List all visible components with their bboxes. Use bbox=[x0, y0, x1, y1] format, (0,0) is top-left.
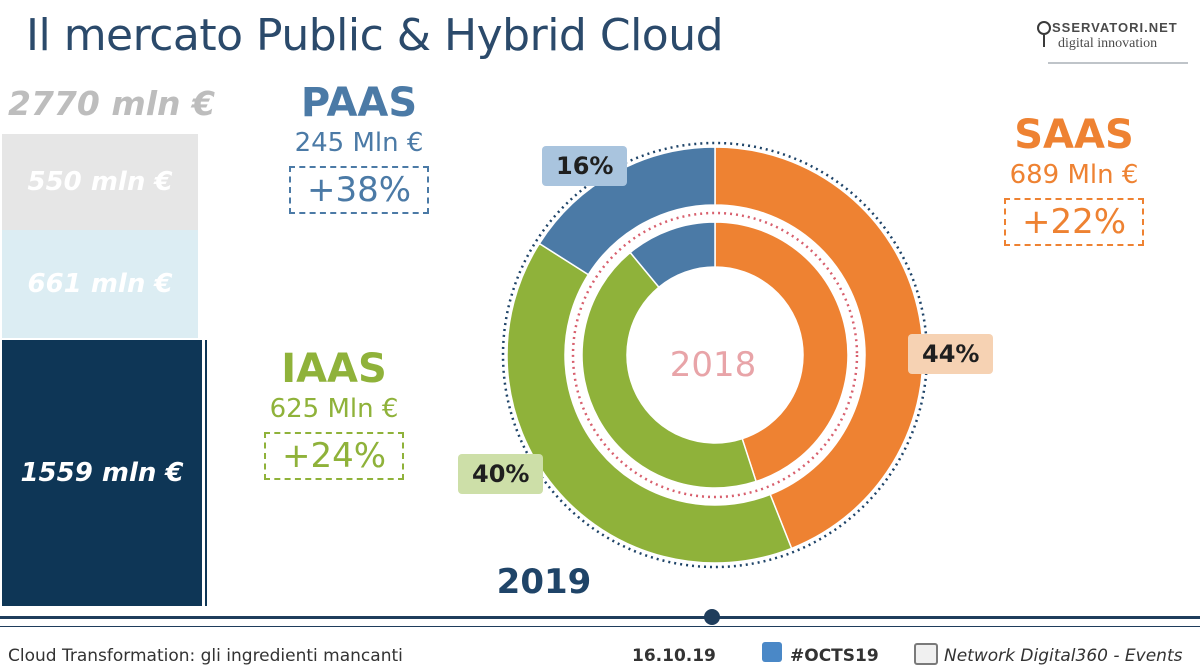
saas-label-group: SAAS 689 Mln € +22% bbox=[980, 112, 1168, 246]
saas-amount: 689 Mln € bbox=[1009, 160, 1139, 190]
outer-slice-saas bbox=[714, 146, 924, 550]
inner-slice-paas bbox=[629, 221, 716, 289]
page-title: Il mercato Public & Hybrid Cloud bbox=[26, 10, 724, 61]
stack-segment-top: 550 mln € bbox=[2, 134, 198, 230]
footer-rule-thin bbox=[0, 626, 1200, 627]
logo-text-line1: SSERVATORI.NET bbox=[1052, 20, 1178, 35]
footer-network: Network Digital360 - Events bbox=[944, 646, 1183, 666]
osservatori-logo: SSERVATORI.NET digital innovation bbox=[1036, 20, 1198, 66]
footer-date: 16.10.19 bbox=[632, 646, 716, 666]
stack-segment-middle: 661 mln € bbox=[2, 230, 198, 338]
paas-name: PAAS bbox=[300, 80, 418, 126]
stack-segment-bottom: 1559 mln € bbox=[2, 340, 202, 606]
outer-label-paas: 16% bbox=[542, 146, 628, 186]
iaas-name: IAAS bbox=[281, 346, 387, 392]
logo-text-line2: digital innovation bbox=[1058, 36, 1158, 51]
pin-icon bbox=[1037, 21, 1051, 35]
paas-label-group: PAAS 245 Mln € +38% bbox=[264, 80, 454, 214]
outer-slice-iaas bbox=[506, 242, 793, 564]
inner-slice-iaas bbox=[581, 251, 758, 489]
paas-growth-box: +38% bbox=[288, 166, 430, 214]
logo-underline bbox=[1048, 62, 1188, 64]
network-icon bbox=[914, 643, 938, 665]
outer-label-iaas: 40% bbox=[458, 454, 544, 494]
inner-slice-saas bbox=[714, 221, 849, 483]
twitter-icon bbox=[762, 642, 782, 662]
saas-name: SAAS bbox=[1014, 112, 1134, 158]
middle-dotted-ring bbox=[571, 211, 859, 499]
iaas-label-group: IAAS 625 Mln € +24% bbox=[234, 346, 434, 480]
outer-year-label: 2019 bbox=[496, 562, 592, 602]
footer-hashtag: #OCTS19 bbox=[790, 646, 879, 666]
stack-total-label: 2770 mln € bbox=[8, 84, 215, 123]
timeline-dot bbox=[704, 609, 720, 625]
iaas-amount: 625 Mln € bbox=[269, 394, 399, 424]
stacked-bar: 550 mln € 661 mln € 1559 mln € bbox=[2, 134, 206, 606]
saas-growth-box: +22% bbox=[1003, 198, 1145, 246]
outer-label-saas: 44% bbox=[908, 334, 994, 374]
iaas-growth-box: +24% bbox=[263, 432, 405, 480]
paas-amount: 245 Mln € bbox=[294, 128, 424, 158]
outer-slice-paas bbox=[538, 146, 716, 276]
footer-event-title: Cloud Transformation: gli ingredienti ma… bbox=[8, 646, 403, 666]
footer-rule-thick bbox=[0, 616, 1200, 619]
inner-year-label: 2018 bbox=[669, 345, 757, 385]
pin-stem bbox=[1043, 35, 1045, 47]
double-donut-chart bbox=[501, 141, 929, 569]
